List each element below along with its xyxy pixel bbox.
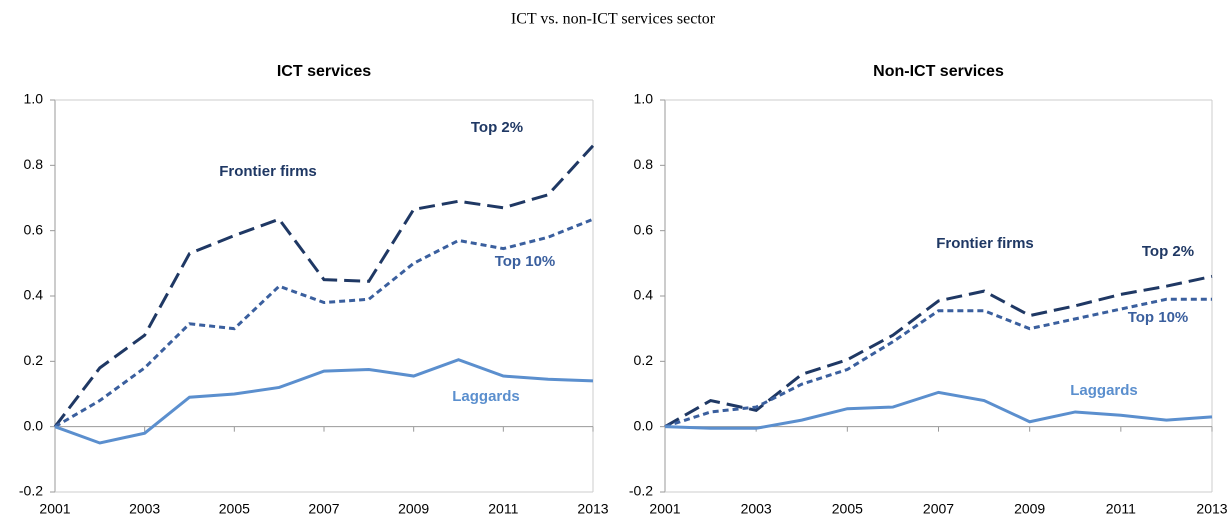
y-tick-label: 0.8 bbox=[24, 156, 44, 172]
y-tick-label: 0.0 bbox=[634, 417, 654, 433]
x-tick-label: 2009 bbox=[398, 501, 429, 517]
x-tick-label: 2007 bbox=[923, 501, 954, 517]
x-tick-label: 2005 bbox=[832, 501, 863, 517]
series-label: Top 10% bbox=[1128, 309, 1189, 326]
y-tick-label: 0.2 bbox=[24, 352, 44, 368]
x-tick-label: 2007 bbox=[308, 501, 339, 517]
series-label: Top 10% bbox=[495, 253, 556, 270]
y-tick-label: 0.0 bbox=[24, 417, 44, 433]
y-tick-label: -0.2 bbox=[629, 483, 653, 499]
series-line bbox=[664, 297, 1212, 429]
y-tick-label: 0.8 bbox=[634, 156, 654, 172]
series-line bbox=[664, 390, 1213, 430]
series-label: Laggards bbox=[1070, 382, 1138, 399]
x-tick-label: 2001 bbox=[39, 501, 70, 517]
annotation: Frontier firms bbox=[219, 163, 317, 180]
annotation: Frontier firms bbox=[936, 235, 1034, 252]
series-line bbox=[664, 274, 1213, 428]
x-tick-label: 2001 bbox=[649, 501, 680, 517]
x-tick-label: 2009 bbox=[1014, 501, 1045, 517]
series-line bbox=[54, 358, 594, 445]
x-tick-label: 2003 bbox=[129, 501, 160, 517]
x-tick-label: 2013 bbox=[577, 501, 608, 517]
y-tick-label: 1.0 bbox=[634, 91, 654, 107]
y-tick-label: -0.2 bbox=[19, 483, 43, 499]
series-line bbox=[53, 144, 595, 428]
x-tick-label: 2011 bbox=[1106, 501, 1136, 517]
y-tick-label: 0.2 bbox=[634, 352, 654, 368]
y-tick-label: 0.4 bbox=[24, 287, 44, 303]
figure-title: ICT vs. non-ICT services sector bbox=[511, 11, 716, 28]
x-tick-label: 2005 bbox=[219, 501, 250, 517]
y-tick-label: 0.6 bbox=[634, 221, 654, 237]
x-tick-label: 2011 bbox=[488, 501, 518, 517]
panel-title: Non-ICT services bbox=[873, 63, 1004, 80]
panel-title: ICT services bbox=[277, 63, 371, 80]
series-line bbox=[54, 217, 594, 428]
series-label: Laggards bbox=[452, 388, 520, 405]
series-label: Top 2% bbox=[471, 119, 523, 136]
x-tick-label: 2013 bbox=[1196, 501, 1227, 517]
x-tick-label: 2003 bbox=[741, 501, 772, 517]
series-label: Top 2% bbox=[1142, 243, 1194, 260]
y-tick-label: 0.6 bbox=[24, 221, 44, 237]
y-tick-label: 0.4 bbox=[634, 287, 654, 303]
y-tick-label: 1.0 bbox=[24, 91, 44, 107]
